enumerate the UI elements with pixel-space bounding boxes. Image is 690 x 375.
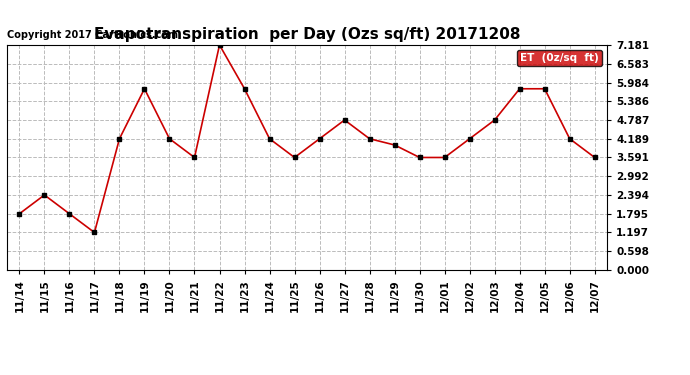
Text: Copyright 2017 Cartronics.com: Copyright 2017 Cartronics.com: [7, 30, 178, 40]
Title: Evapotranspiration  per Day (Ozs sq/ft) 20171208: Evapotranspiration per Day (Ozs sq/ft) 2…: [94, 27, 520, 42]
Legend: ET  (0z/sq  ft): ET (0z/sq ft): [517, 50, 602, 66]
